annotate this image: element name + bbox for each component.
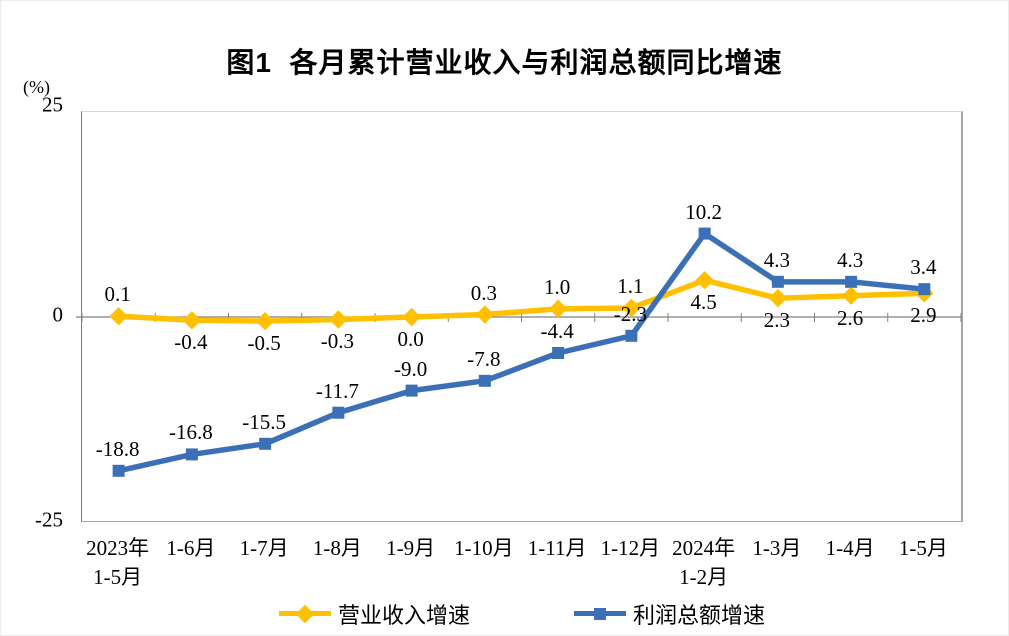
- x-axis-label: 1-11月: [527, 536, 587, 560]
- legend-label: 利润总额增速: [633, 602, 766, 628]
- x-axis-label: 2024年 1-2月: [672, 536, 736, 589]
- diamond-marker: [255, 311, 275, 331]
- data-label: -7.8: [467, 346, 501, 371]
- diamond-marker: [695, 270, 714, 290]
- square-marker: [112, 464, 125, 477]
- diamond-icon: [295, 604, 315, 623]
- data-label: 3.4: [910, 255, 937, 280]
- x-axis-label: 1-3月: [752, 536, 802, 560]
- data-label: -15.5: [242, 409, 286, 434]
- data-label: -0.5: [247, 331, 281, 356]
- diamond-marker: [109, 306, 128, 326]
- square-marker: [259, 437, 272, 450]
- data-label: -9.0: [394, 356, 428, 381]
- legend-item-0: 营业收入增速: [279, 600, 471, 628]
- x-axis-label: 1-12月: [600, 536, 661, 560]
- series-line-1: [115, 230, 928, 474]
- square-marker: [185, 448, 198, 461]
- square-marker: [625, 329, 638, 342]
- data-label: 4.5: [690, 290, 717, 315]
- square-marker: [332, 406, 345, 419]
- x-axis-label: 1-5月: [898, 536, 948, 560]
- data-label: 2.9: [910, 303, 937, 328]
- plot-area: [76, 111, 963, 522]
- x-axis-label: 1-4月: [825, 536, 875, 560]
- chart-title: 图1 各月累计营业收入与利润总额同比增速: [226, 47, 783, 78]
- plot-svg: [76, 227, 962, 477]
- diamond-marker: [841, 286, 861, 305]
- legend-line-swatch: [574, 607, 626, 620]
- diamond-marker: [329, 310, 348, 329]
- data-label: 0.3: [470, 280, 497, 305]
- y-tick-label-neg25: -25: [35, 507, 63, 532]
- data-label: 2.6: [837, 305, 864, 330]
- data-label: 1.1: [617, 274, 644, 298]
- x-axis-label: 1-6月: [166, 536, 216, 560]
- data-label: 1.0: [544, 274, 571, 299]
- data-label: -0.3: [320, 329, 354, 354]
- square-icon: [594, 607, 606, 620]
- legend-line-swatch: [279, 604, 331, 623]
- square-marker: [405, 384, 418, 397]
- data-label: -4.4: [540, 318, 574, 343]
- square-marker: [698, 227, 711, 240]
- legend-label: 营业收入增速: [338, 602, 471, 628]
- x-axis-label: 1-7月: [239, 536, 289, 560]
- diamond-marker: [402, 307, 421, 327]
- square-marker: [552, 346, 565, 359]
- legend-item-1: 利润总额增速: [574, 600, 766, 628]
- data-label: 4.3: [837, 247, 864, 272]
- x-axis-label: 1-10月: [454, 536, 514, 560]
- diamond-marker: [622, 298, 641, 318]
- diamond-marker: [182, 311, 202, 330]
- square-marker: [918, 283, 931, 296]
- square-marker: [478, 374, 491, 387]
- data-label: 0.0: [397, 327, 424, 351]
- data-label: 2.3: [763, 308, 790, 333]
- series-line-0: [115, 277, 928, 324]
- x-axis-label: 1-9月: [386, 536, 436, 560]
- data-label: -11.7: [315, 378, 359, 403]
- square-marker: [771, 275, 784, 288]
- data-label: -0.4: [174, 330, 208, 355]
- diamond-marker: [475, 305, 495, 324]
- x-axis-label: 1-8月: [312, 536, 362, 560]
- data-label: 0.1: [104, 282, 131, 307]
- data-label: 10.2: [685, 199, 722, 224]
- x-axis-label: 2023年 1-5月: [86, 536, 150, 589]
- y-axis-unit-label: (%): [23, 77, 50, 97]
- data-label: 4.3: [763, 247, 790, 272]
- square-marker: [845, 275, 858, 288]
- data-label: -16.8: [169, 420, 213, 445]
- diamond-marker: [548, 299, 568, 319]
- y-tick-label-0: 0: [52, 302, 64, 327]
- y-tick-label-25: 25: [42, 92, 63, 117]
- data-label: -18.8: [95, 436, 140, 461]
- data-label: -2.3: [613, 301, 647, 326]
- diamond-marker: [768, 288, 788, 308]
